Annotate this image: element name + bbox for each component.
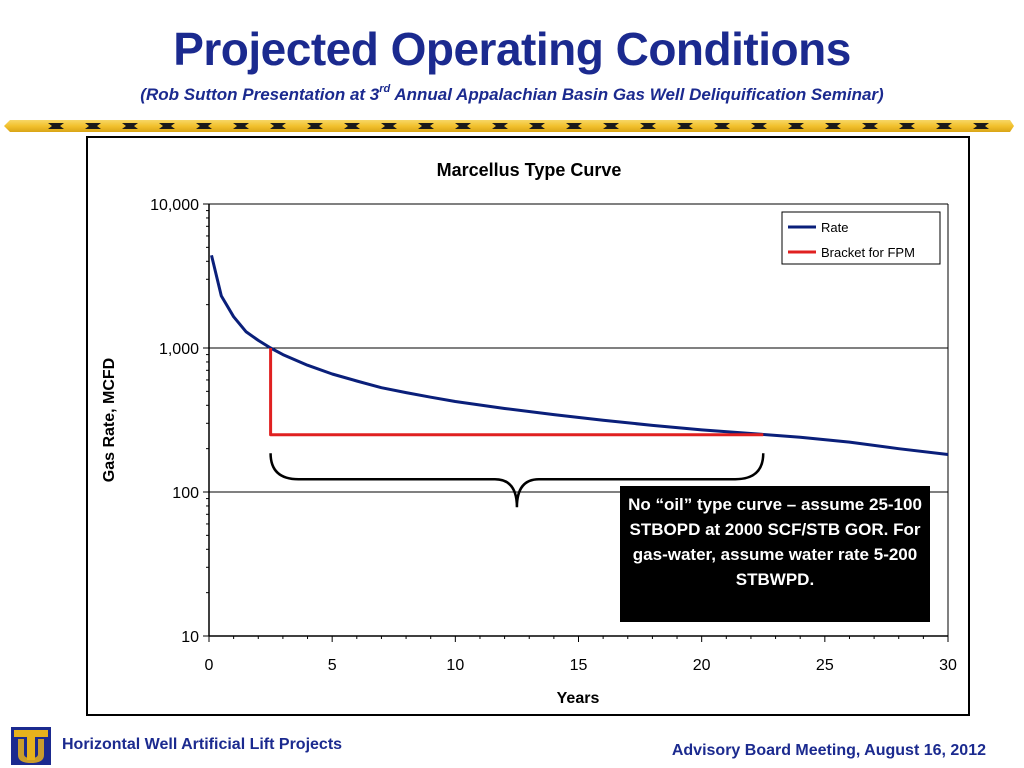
chart-title: Marcellus Type Curve bbox=[437, 160, 622, 180]
band-mark bbox=[196, 123, 212, 129]
y-tick-label: 1,000 bbox=[159, 341, 199, 358]
y-tick-label: 10,000 bbox=[150, 197, 199, 214]
band-mark bbox=[492, 123, 508, 129]
x-tick-label: 5 bbox=[328, 657, 337, 674]
decorative-band bbox=[4, 120, 1014, 132]
band-mark bbox=[714, 123, 730, 129]
callout-box: No “oil” type curve – assume 25-100 STBO… bbox=[620, 486, 930, 622]
band-mark bbox=[529, 123, 545, 129]
x-axis-label: Years bbox=[557, 690, 600, 707]
series-bracket-line bbox=[269, 348, 764, 437]
legend-label-bracket: Bracket for FPM bbox=[821, 245, 915, 260]
x-tick-label: 10 bbox=[446, 657, 464, 674]
legend: Rate Bracket for FPM bbox=[781, 211, 941, 265]
band-mark bbox=[640, 123, 656, 129]
band-mark bbox=[566, 123, 582, 129]
band-mark bbox=[418, 123, 434, 129]
footer-right-text: Advisory Board Meeting, August 16, 2012 bbox=[671, 742, 986, 759]
band-mark bbox=[344, 123, 360, 129]
band-mark bbox=[936, 123, 952, 129]
slide-title: Projected Operating Conditions bbox=[173, 23, 851, 75]
band-mark bbox=[751, 123, 767, 129]
band-mark bbox=[270, 123, 286, 129]
tu-logo-icon bbox=[11, 727, 51, 765]
x-tick-label: 25 bbox=[816, 657, 834, 674]
band-mark bbox=[159, 123, 175, 129]
band-mark bbox=[862, 123, 878, 129]
x-axis-ticks: 0 5 10 15 20 25 30 bbox=[205, 636, 957, 674]
x-tick-label: 15 bbox=[570, 657, 588, 674]
y-axis-label: Gas Rate, MCFD bbox=[101, 358, 118, 482]
x-tick-label: 20 bbox=[693, 657, 711, 674]
footer-left-text: Horizontal Well Artificial Lift Projects bbox=[62, 736, 343, 753]
band-mark bbox=[233, 123, 249, 129]
slide-subtitle: (Rob Sutton Presentation at 3rd Annual A… bbox=[140, 83, 884, 104]
legend-box bbox=[781, 211, 941, 265]
band-mark bbox=[899, 123, 915, 129]
band-mark bbox=[455, 123, 471, 129]
band-mark bbox=[85, 123, 101, 129]
x-tick-label: 30 bbox=[939, 657, 957, 674]
band-mark bbox=[48, 123, 64, 129]
band-mark bbox=[788, 123, 804, 129]
band-mark bbox=[973, 123, 989, 129]
band-mark bbox=[122, 123, 138, 129]
band-mark bbox=[603, 123, 619, 129]
band-mark bbox=[677, 123, 693, 129]
band-mark bbox=[825, 123, 841, 129]
band-mark bbox=[381, 123, 397, 129]
x-tick-label: 0 bbox=[205, 657, 214, 674]
y-tick-label: 100 bbox=[172, 485, 199, 502]
series-layer bbox=[210, 254, 949, 456]
y-tick-label: 10 bbox=[181, 629, 199, 646]
legend-label-rate: Rate bbox=[821, 220, 848, 235]
band-mark bbox=[307, 123, 323, 129]
series-rate-line bbox=[210, 254, 949, 456]
y-axis-ticks: 10 100 1,000 10,000 bbox=[150, 197, 209, 646]
